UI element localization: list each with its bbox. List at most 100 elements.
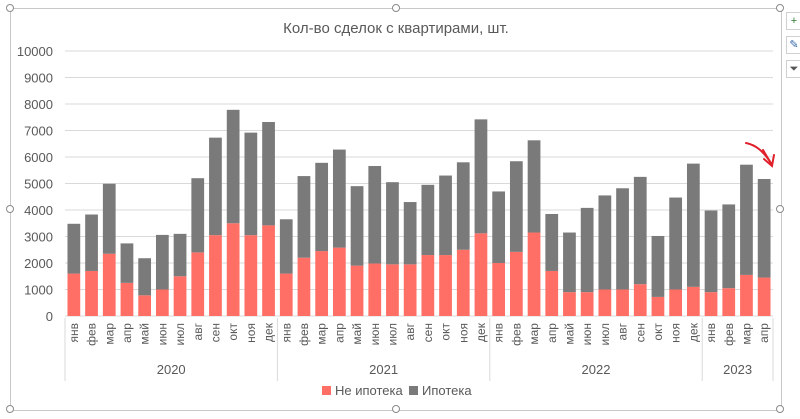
- x-tick-label: июн: [155, 323, 169, 345]
- bar-segment-mortgage: [297, 176, 311, 258]
- bar-segment-non-mortgage: [191, 252, 205, 316]
- bar-segment-mortgage: [244, 132, 258, 236]
- bar-segment-non-mortgage: [704, 292, 718, 316]
- y-tick-label: 10000: [17, 44, 53, 59]
- legend-swatch: [322, 386, 331, 395]
- x-tick-label: мар: [315, 323, 329, 345]
- x-tick-label: ноя: [244, 323, 258, 343]
- bar-segment-mortgage: [492, 191, 506, 263]
- resize-handle-top-right[interactable]: [776, 4, 784, 12]
- x-tick-label: май: [350, 323, 364, 345]
- bar-segment-mortgage: [279, 219, 293, 274]
- resize-handle-top-left[interactable]: [6, 4, 14, 12]
- x-tick-label: ноя: [669, 323, 683, 343]
- bar-segment-non-mortgage: [315, 251, 329, 316]
- chart-frame[interactable]: Кол-во сделок с квартирами, шт. 0 1000 2000…: [10, 8, 782, 411]
- bar-segment-mortgage: [686, 163, 700, 287]
- bar-segment-mortgage: [740, 164, 753, 275]
- bar-segment-mortgage: [704, 210, 718, 293]
- bar-segment-non-mortgage: [297, 257, 311, 316]
- bar-segment-mortgage: [421, 184, 435, 256]
- bar-segment-mortgage: [722, 204, 736, 289]
- bar-segment-mortgage: [563, 232, 576, 293]
- bar-segment-non-mortgage: [262, 225, 275, 316]
- x-tick-label: июн: [368, 323, 382, 345]
- bar-segment-non-mortgage: [616, 289, 629, 316]
- x-tick-label: янв: [279, 323, 293, 343]
- y-tick-label: 9000: [24, 71, 53, 86]
- bar-segment-non-mortgage: [509, 251, 523, 316]
- bar-segment-mortgage: [262, 122, 275, 226]
- bar-segment-mortgage: [332, 149, 346, 248]
- bar-segment-non-mortgage: [209, 235, 222, 316]
- bar-segment-mortgage: [669, 197, 683, 290]
- year-label: 2021: [369, 362, 398, 377]
- x-tick-label: сен: [421, 323, 435, 342]
- year-label: 2022: [582, 362, 611, 377]
- x-tick-label: май: [138, 323, 152, 345]
- x-tick-label: фев: [509, 323, 523, 346]
- x-tick-label: июл: [385, 323, 399, 345]
- x-tick-label: фев: [85, 323, 99, 346]
- bar-segment-non-mortgage: [722, 288, 736, 316]
- x-tick-label: апр: [120, 323, 134, 343]
- bar-segment-non-mortgage: [439, 255, 452, 316]
- bar-segment-non-mortgage: [332, 247, 346, 316]
- resize-handle-middle-left[interactable]: [6, 205, 14, 213]
- bar-segment-mortgage: [580, 207, 594, 293]
- x-tick-label: апр: [545, 323, 559, 343]
- bar-segment-mortgage: [120, 243, 134, 283]
- bar-segment-non-mortgage: [651, 296, 665, 316]
- bar-segment-non-mortgage: [85, 270, 98, 316]
- bar-segment-mortgage: [173, 233, 187, 277]
- bar-segment-mortgage: [209, 137, 222, 236]
- x-tick-label: мар: [527, 323, 541, 345]
- bar-segment-mortgage: [368, 166, 382, 264]
- y-tick-label: 2000: [24, 256, 53, 271]
- chart-elements-plus-icon[interactable]: +: [786, 12, 800, 30]
- red-annotation-arrowhead-icon: [762, 149, 775, 168]
- bar-segment-mortgage: [456, 162, 470, 250]
- x-tick-label: окт: [439, 323, 453, 341]
- resize-handle-top-middle[interactable]: [392, 4, 400, 12]
- chart-title: Кол-во сделок с квартирами, шт.: [283, 20, 509, 37]
- x-tick-label: дек: [686, 322, 700, 342]
- bar-segment-non-mortgage: [456, 249, 470, 316]
- bar-segment-mortgage: [633, 176, 647, 285]
- legend-label: Не ипотека: [335, 383, 403, 398]
- bar-segment-non-mortgage: [102, 253, 116, 316]
- bar-segment-mortgage: [67, 223, 81, 274]
- resize-handle-bottom-left[interactable]: [6, 405, 14, 413]
- bar-segment-non-mortgage: [474, 233, 488, 316]
- bar-segment-mortgage: [439, 175, 452, 256]
- x-tick-label: авг: [191, 322, 205, 340]
- y-tick-label: 6000: [24, 150, 53, 165]
- x-tick-label: сен: [633, 323, 647, 342]
- bar-segment-non-mortgage: [421, 255, 435, 316]
- x-tick-label: окт: [651, 323, 665, 341]
- chart-filter-icon[interactable]: ⏷: [786, 60, 800, 78]
- resize-handle-middle-right[interactable]: [776, 205, 784, 213]
- chart-styles-brush-icon[interactable]: ✎: [786, 36, 800, 54]
- year-label: 2023: [723, 362, 752, 377]
- chart-svg: Кол-во сделок с квартирами, шт. 0 1000 2000…: [17, 20, 775, 398]
- bar-segment-non-mortgage: [244, 235, 258, 316]
- bar-segment-non-mortgage: [686, 286, 700, 316]
- bar-segment-non-mortgage: [173, 276, 187, 316]
- y-tick-label: 0: [46, 309, 53, 324]
- y-tick-label: 7000: [24, 124, 53, 139]
- bar-segment-non-mortgage: [492, 263, 506, 316]
- bar-segment-mortgage: [545, 213, 559, 271]
- resize-handle-bottom-right[interactable]: [776, 405, 784, 413]
- bar-segment-mortgage: [474, 119, 488, 234]
- bar-segment-mortgage: [191, 178, 205, 253]
- bar-segment-non-mortgage: [120, 282, 134, 316]
- bar-segment-non-mortgage: [138, 295, 152, 316]
- bar-segment-non-mortgage: [67, 273, 81, 316]
- bar-segment-non-mortgage: [598, 289, 612, 316]
- resize-handle-bottom-middle[interactable]: [392, 405, 400, 413]
- bar-segment-non-mortgage: [368, 263, 382, 316]
- bar-segment-non-mortgage: [545, 270, 559, 316]
- x-tick-label: июл: [598, 323, 612, 345]
